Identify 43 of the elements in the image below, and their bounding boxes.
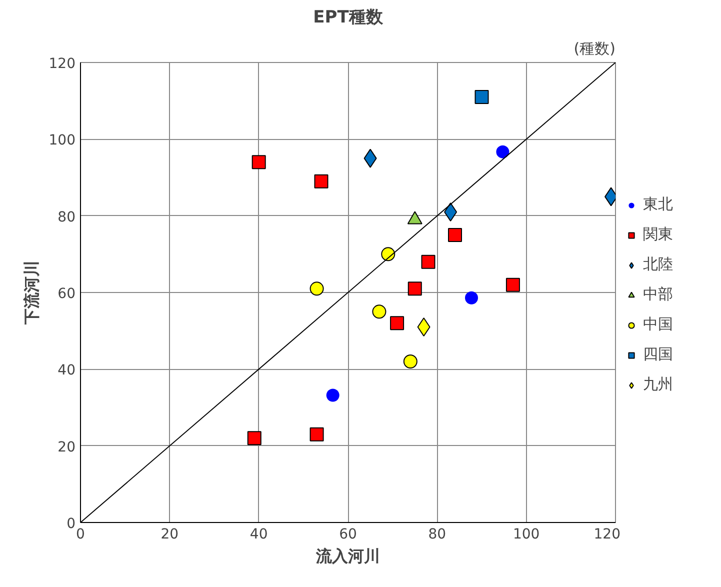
point	[444, 202, 458, 222]
point	[381, 247, 396, 262]
y-tick-label: 40	[58, 362, 76, 379]
x-tick-label: 100	[512, 526, 540, 542]
y-axis-title: 下流河川	[22, 260, 41, 326]
point	[448, 228, 462, 242]
legend-label: 四国	[643, 345, 673, 364]
point	[421, 254, 436, 269]
point	[506, 278, 520, 292]
point	[417, 318, 430, 336]
point	[408, 282, 422, 296]
x-tick-label: 80	[428, 526, 446, 542]
point	[390, 316, 404, 330]
y-tick-label: 120	[48, 56, 76, 72]
point	[310, 282, 324, 296]
legend-label: 関東	[643, 225, 673, 244]
point	[310, 427, 324, 442]
point	[464, 291, 478, 304]
point	[403, 354, 418, 368]
text: (種数)	[574, 40, 616, 58]
y-tick-label: 0	[66, 516, 76, 532]
legend-label: 東北	[643, 195, 673, 214]
y-tick-label: 100	[48, 132, 76, 149]
point	[252, 155, 266, 170]
legend-label: 中国	[643, 315, 673, 334]
x-tick-label: 120	[594, 526, 621, 542]
point	[496, 145, 510, 158]
y-tick-label: 60	[58, 286, 76, 302]
x-tick-label: 20	[160, 526, 179, 542]
y-tick-label: 20	[58, 439, 76, 456]
legend-label: 北陸	[643, 255, 673, 274]
chart-title: EPT種数	[313, 8, 384, 28]
legend-label: 九州	[643, 375, 673, 394]
x-tick-label: 40	[250, 526, 268, 542]
point	[247, 431, 262, 446]
y-tick-label: 80	[58, 209, 76, 226]
x-axis-title: 流入河川	[315, 546, 380, 566]
point	[474, 90, 489, 104]
point	[372, 304, 386, 319]
point	[326, 388, 340, 402]
legend-label: 中部	[643, 285, 673, 304]
x-tick-label: 60	[339, 526, 357, 542]
point	[314, 174, 328, 188]
